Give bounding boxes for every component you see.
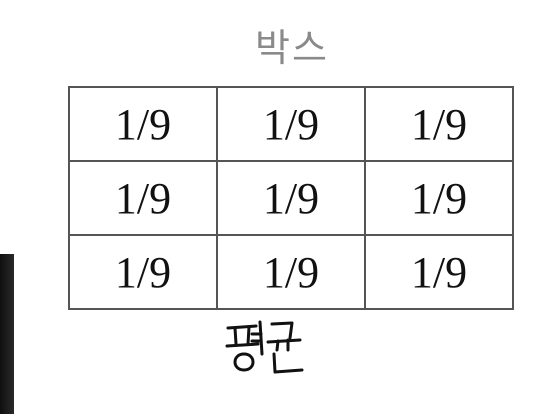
grid-cell: 1/9 xyxy=(364,86,514,162)
diagram-title: 박스 xyxy=(255,26,329,70)
grid-row: 1/9 1/9 1/9 xyxy=(68,234,514,310)
handwritten-caption-drawing xyxy=(225,320,304,374)
grid-cell: 1/9 xyxy=(364,160,514,236)
grid-cell: 1/9 xyxy=(216,160,366,236)
grid-cell: 1/9 xyxy=(68,86,218,162)
handwritten-caption xyxy=(222,314,312,384)
box-filter-grid: 1/9 1/9 1/9 1/9 1/9 1/9 1/9 1/9 1/9 xyxy=(68,86,514,310)
grid-cell: 1/9 xyxy=(364,234,514,310)
grid-cell: 1/9 xyxy=(68,234,218,310)
grid-cell: 1/9 xyxy=(216,234,366,310)
grid-cell: 1/9 xyxy=(216,86,366,162)
dark-edge-strip xyxy=(0,254,14,414)
grid-cell: 1/9 xyxy=(68,160,218,236)
grid-row: 1/9 1/9 1/9 xyxy=(68,86,514,162)
grid-row: 1/9 1/9 1/9 xyxy=(68,160,514,236)
